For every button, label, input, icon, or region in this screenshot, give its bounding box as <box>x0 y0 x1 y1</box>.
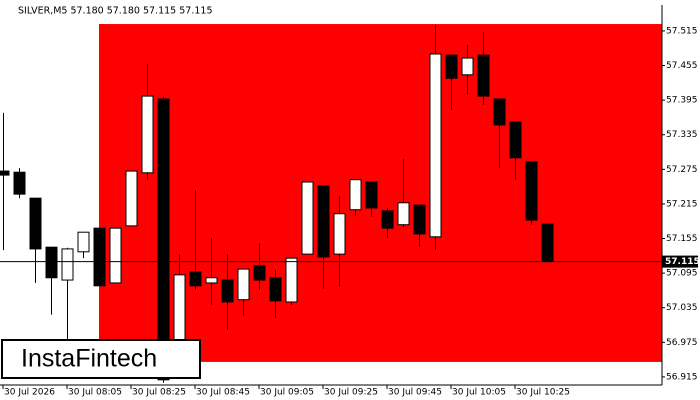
x-tick-label: 30 Jul 2026 <box>4 388 55 398</box>
plot-area <box>0 24 662 383</box>
logo-box <box>1 339 201 379</box>
candle-body-down <box>365 181 378 209</box>
x-tick-label: 30 Jul 10:05 <box>452 388 506 398</box>
candle-body-down <box>221 279 234 303</box>
candle-body-up <box>349 179 362 211</box>
candle-body-down <box>493 98 506 126</box>
candle-body-down <box>45 246 58 279</box>
y-tick-label: 57.335 <box>666 130 698 140</box>
last-price-box <box>662 255 698 268</box>
candle-body-down <box>381 210 394 229</box>
y-tick-label: 57.215 <box>666 199 698 209</box>
y-tick-label: 57.095 <box>666 269 698 279</box>
x-tick-label: 30 Jul 09:05 <box>260 388 314 398</box>
candle-body-down <box>413 204 426 235</box>
y-tick-label: 56.975 <box>666 338 698 348</box>
candle-body-down <box>525 161 538 221</box>
x-tick-label: 30 Jul 08:25 <box>132 388 186 398</box>
candle-body-up <box>205 277 218 284</box>
candle-body-down <box>13 171 26 195</box>
candle-body-down <box>445 54 458 79</box>
axes: 57.515 57.455 57.395 57.335 57.275 57.215 57.1… <box>2 26 700 398</box>
y-tick-label: 57.515 <box>666 26 698 36</box>
x-tick-label: 30 Jul 08:05 <box>68 388 122 398</box>
candle-body-up <box>141 95 154 174</box>
y-tick-label: 56.915 <box>666 372 698 382</box>
candle-body-up <box>61 248 74 281</box>
candle-body-up <box>333 213 346 255</box>
candle-body-up <box>285 257 298 303</box>
candle-body-up <box>125 170 138 227</box>
candle-body-up <box>77 231 90 253</box>
candle-body-down <box>93 227 106 287</box>
x-tick-label: 30 Jul 10:25 <box>516 388 570 398</box>
last-price-label: 57.115 <box>665 257 700 267</box>
candle-body-up <box>429 53 442 238</box>
candle-body-up <box>301 181 314 255</box>
candle-body-up <box>109 227 122 284</box>
candle-body-down <box>253 265 266 281</box>
y-tick-label: 57.455 <box>666 61 698 71</box>
candle-body-down <box>317 185 330 258</box>
candle-body-down <box>269 277 282 302</box>
x-tick-label: 30 Jul 09:45 <box>388 388 442 398</box>
candle-body-down <box>541 223 554 263</box>
y-tick-label: 57.395 <box>666 96 698 106</box>
candle-body-down <box>509 121 522 159</box>
x-tick-label: 30 Jul 08:45 <box>196 388 250 398</box>
pattern-zone <box>99 24 662 362</box>
logo-text: InstaFintech <box>21 345 157 373</box>
x-tick-label: 30 Jul 09:25 <box>324 388 378 398</box>
candle-body-down <box>0 170 10 176</box>
candle-body-up <box>237 268 250 301</box>
candle-body-down <box>157 98 170 381</box>
y-tick-label: 57.155 <box>666 234 698 244</box>
y-tick-label: 57.275 <box>666 165 698 175</box>
candle-body-up <box>461 57 474 76</box>
candle-body-down <box>477 54 490 97</box>
chart-header: SILVER,M5 57.180 57.180 57.115 57.115 <box>18 6 213 17</box>
candle-body-up <box>397 202 410 226</box>
candle-body-down <box>189 271 202 287</box>
candle-body-down <box>29 197 42 250</box>
y-tick-label: 57.035 <box>666 303 698 313</box>
